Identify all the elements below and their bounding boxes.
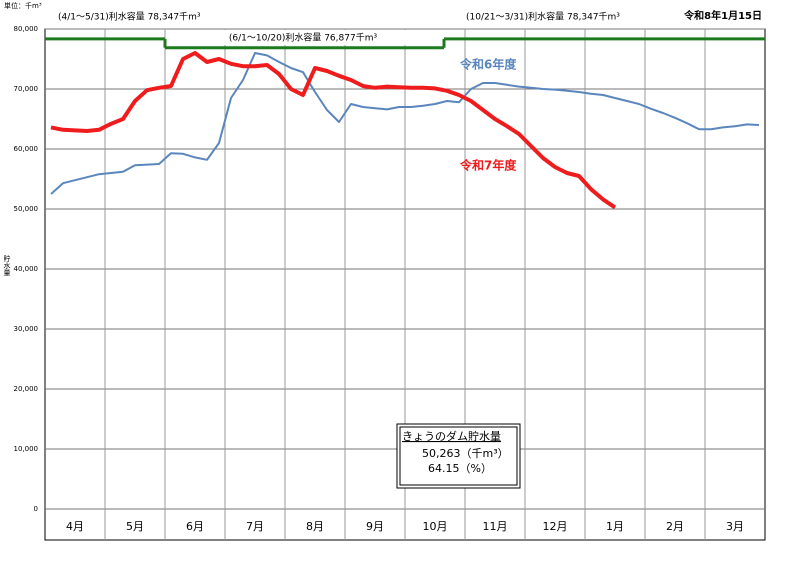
series-line <box>50 51 617 210</box>
x-tick-label: 9月 <box>366 520 384 533</box>
x-tick-label: 1月 <box>606 520 624 533</box>
y-tick-label: 0 <box>34 505 38 513</box>
x-tick-label: 10月 <box>423 520 448 533</box>
y-tick-label: 10,000 <box>14 445 39 453</box>
capacity-label: (4/1～5/31)利水容量 78,347千m³ <box>58 11 201 23</box>
box-rate: 64.15（%） <box>428 462 492 475</box>
date: 令和8年1月15日 <box>683 9 762 22</box>
grid <box>45 28 765 540</box>
today-box: きょうのダム貯水量 50,263（千m³） 64.15（%） <box>396 423 521 489</box>
y-tick-label: 50,000 <box>14 205 39 213</box>
x-tick-label: 2月 <box>666 520 684 533</box>
box-inner <box>399 426 518 486</box>
y-tick-label: 30,000 <box>14 325 39 333</box>
x-tick-label: 6月 <box>186 520 204 533</box>
capacity-label: (6/1～10/20)利水容量 76,877千m³ <box>229 32 378 44</box>
y-tick-label: 40,000 <box>14 265 39 273</box>
series-line <box>50 52 760 195</box>
box-volume: 50,263（千m³） <box>422 447 509 460</box>
x-tick-label: 12月 <box>543 520 568 533</box>
y-tick-label: 80,000 <box>14 25 39 33</box>
series-label: 令和7年度 <box>459 158 517 173</box>
lines <box>45 37 765 210</box>
x-tick-label: 11月 <box>483 520 508 533</box>
box-outer <box>396 423 521 489</box>
y-tick-label: 60,000 <box>14 145 39 153</box>
y-axis-label: 貯水量 <box>3 254 11 276</box>
x-tick-label: 3月 <box>726 520 744 533</box>
series-label: 令和6年度 <box>459 57 517 72</box>
x-tick-label: 7月 <box>246 520 264 533</box>
capacity-box <box>168 30 438 45</box>
y-tick-label: 20,000 <box>14 385 39 393</box>
y-tick-label: 70,000 <box>14 85 39 93</box>
x-tick-label: 8月 <box>306 520 324 533</box>
capacity-label: (10/21～3/31)利水容量 78,347千m³ <box>466 11 620 23</box>
x-tick-label: 4月 <box>66 520 84 533</box>
unit-label: 単位：千m³ <box>4 1 42 10</box>
x-tick-label: 5月 <box>126 520 144 533</box>
box-title: きょうのダム貯水量 <box>402 429 501 443</box>
